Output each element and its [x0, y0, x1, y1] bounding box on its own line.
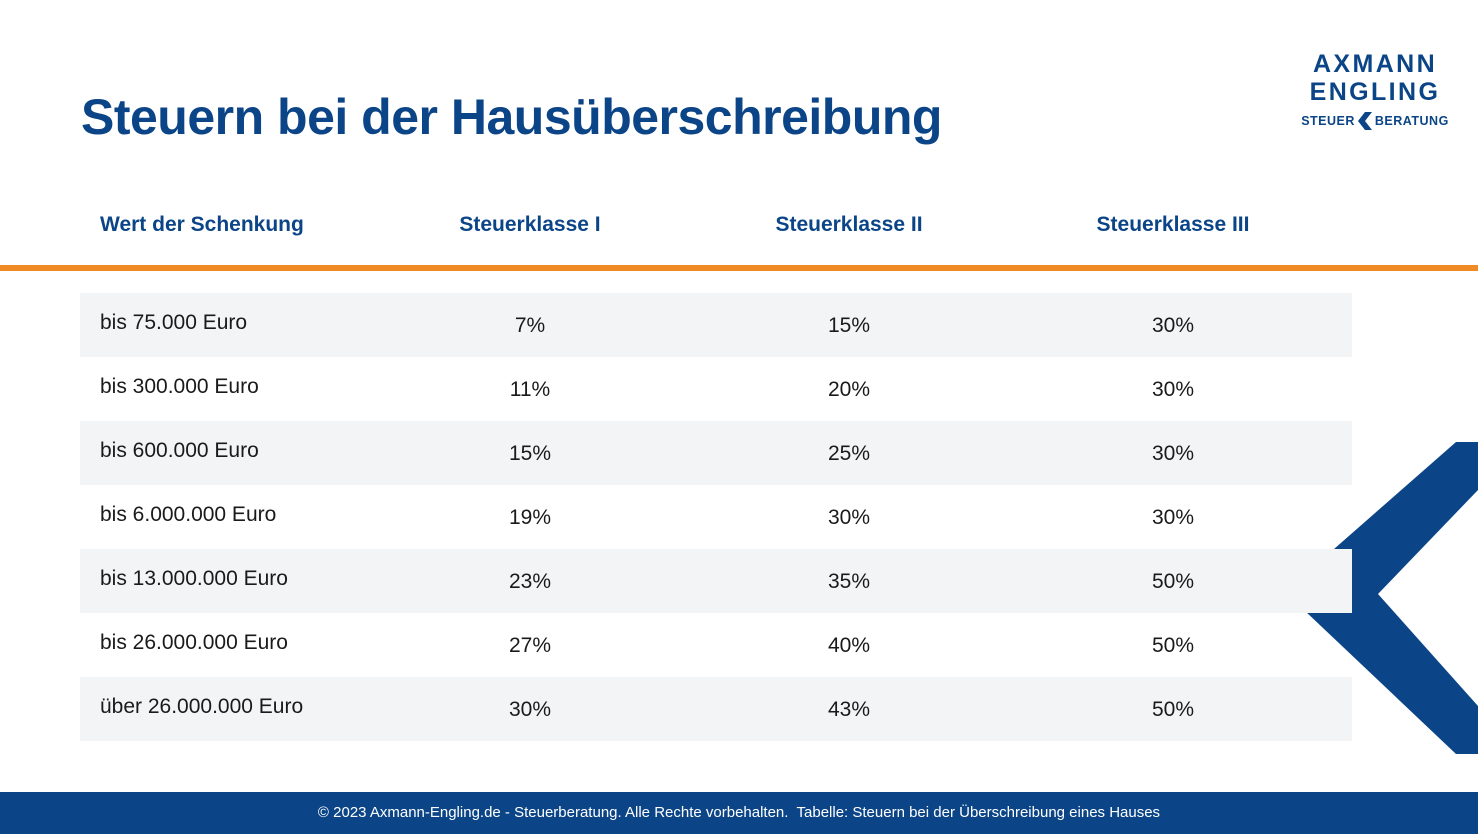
- cell-class-2: 30%: [827, 506, 871, 529]
- cell-class-2: 35%: [827, 570, 871, 593]
- cell-class-1: 11%: [509, 378, 551, 401]
- cell-value: über 26.000.000 Euro: [100, 695, 304, 718]
- table-row: über 26.000.000 Euro 30% 43% 50%: [80, 677, 1352, 741]
- chevron-decoration: [1285, 442, 1478, 754]
- tax-table: bis 75.000 Euro 7% 15% 30% bis 300.000 E…: [80, 293, 1352, 741]
- logo-line-1: AXMANN: [1312, 50, 1438, 78]
- table-row: bis 13.000.000 Euro 23% 35% 50%: [80, 549, 1352, 613]
- cell-value: bis 26.000.000 Euro: [100, 631, 288, 654]
- cell-class-3: 30%: [1151, 314, 1195, 337]
- cell-value: bis 300.000 Euro: [100, 375, 259, 398]
- cell-class-2: 40%: [827, 634, 871, 657]
- table-row: bis 6.000.000 Euro 19% 30% 30%: [80, 485, 1352, 549]
- cell-class-2: 20%: [827, 378, 871, 401]
- logo-sub-left: STEUER: [1301, 114, 1355, 128]
- cell-class-3: 30%: [1151, 442, 1195, 465]
- cell-class-1: 19%: [508, 506, 552, 529]
- chevron-left-icon: [1357, 112, 1372, 130]
- table-row: bis 300.000 Euro 11% 20% 30%: [80, 357, 1352, 421]
- column-header-class-3: Steuerklasse III: [1096, 213, 1250, 236]
- cell-value: bis 600.000 Euro: [100, 439, 259, 462]
- column-header-class-1: Steuerklasse I: [459, 213, 601, 236]
- footer-copyright: © 2023 Axmann-Engling.de - Steuerberatun…: [0, 792, 1478, 834]
- cell-value: bis 75.000 Euro: [100, 311, 248, 334]
- cell-class-3: 50%: [1151, 698, 1195, 721]
- logo-line-2: ENGLING: [1309, 78, 1441, 106]
- cell-class-2: 43%: [827, 698, 871, 721]
- logo-sub-right: BERATUNG: [1374, 114, 1449, 128]
- cell-class-2: 25%: [827, 442, 871, 465]
- cell-class-1: 30%: [508, 698, 552, 721]
- cell-class-3: 50%: [1151, 634, 1195, 657]
- cell-value: bis 6.000.000 Euro: [100, 503, 277, 526]
- column-header-class-2: Steuerklasse II: [775, 213, 923, 236]
- table-row: bis 26.000.000 Euro 27% 40% 50%: [80, 613, 1352, 677]
- company-logo: AXMANN ENGLING STEUER BERATUNG: [1300, 50, 1450, 130]
- cell-class-3: 30%: [1151, 506, 1195, 529]
- table-row: bis 75.000 Euro 7% 15% 30%: [80, 293, 1352, 357]
- table-row: bis 600.000 Euro 15% 25% 30%: [80, 421, 1352, 485]
- cell-class-2: 15%: [827, 314, 871, 337]
- page-title: Steuern bei der Hausüberschreibung: [81, 89, 942, 145]
- cell-class-3: 50%: [1151, 570, 1195, 593]
- logo-subline: STEUER BERATUNG: [1300, 112, 1450, 130]
- header-divider: [0, 265, 1478, 271]
- cell-class-1: 23%: [508, 570, 552, 593]
- table-header: Wert der Schenkung Steuerklasse I Steuer…: [80, 205, 1352, 245]
- cell-class-1: 27%: [508, 634, 552, 657]
- cell-class-1: 15%: [508, 442, 552, 465]
- column-header-value: Wert der Schenkung: [100, 213, 304, 236]
- cell-class-3: 30%: [1151, 378, 1195, 401]
- cell-value: bis 13.000.000 Euro: [100, 567, 288, 590]
- cell-class-1: 7%: [514, 314, 546, 337]
